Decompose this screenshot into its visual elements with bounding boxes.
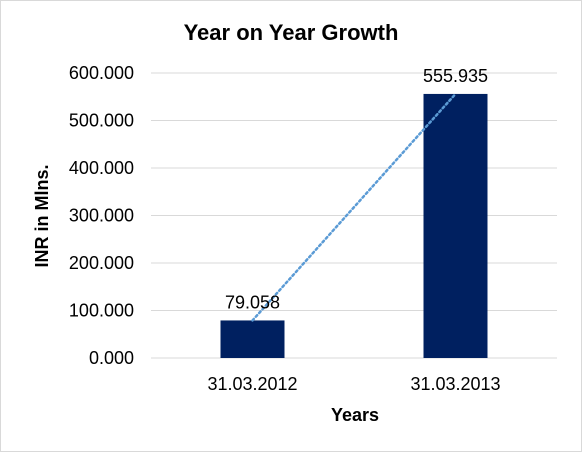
y-tick-label: 200.000 bbox=[69, 253, 134, 273]
x-tick-label: 31.03.2012 bbox=[207, 374, 297, 394]
x-axis-title: Years bbox=[331, 405, 379, 425]
gridlines bbox=[151, 72, 557, 359]
y-tick-label: 100.000 bbox=[69, 301, 134, 321]
y-tick-label: 400.000 bbox=[69, 158, 134, 178]
x-axis-ticks: 31.03.2012 31.03.2013 bbox=[207, 374, 500, 394]
trendline bbox=[251, 92, 457, 322]
chart-title: Year on Year Growth bbox=[184, 20, 399, 45]
y-tick-label: 600.000 bbox=[69, 63, 134, 83]
data-label: 79.058 bbox=[225, 292, 280, 312]
x-tick-label: 31.03.2013 bbox=[410, 374, 500, 394]
y-axis-ticks: 0.000 100.000 200.000 300.000 400.000 500.000… bbox=[69, 63, 134, 368]
y-tick-label: 0.000 bbox=[89, 348, 134, 368]
y-tick-label: 300.000 bbox=[69, 206, 134, 226]
y-tick-label: 500.000 bbox=[69, 111, 134, 131]
data-labels: 79.058 555.935 bbox=[225, 66, 488, 313]
y-axis-title: INR in Mlns. bbox=[32, 165, 52, 268]
data-label: 555.935 bbox=[423, 66, 488, 86]
bar bbox=[220, 320, 285, 358]
bar bbox=[423, 93, 488, 358]
bars bbox=[220, 93, 488, 358]
trendline-line bbox=[251, 92, 457, 322]
